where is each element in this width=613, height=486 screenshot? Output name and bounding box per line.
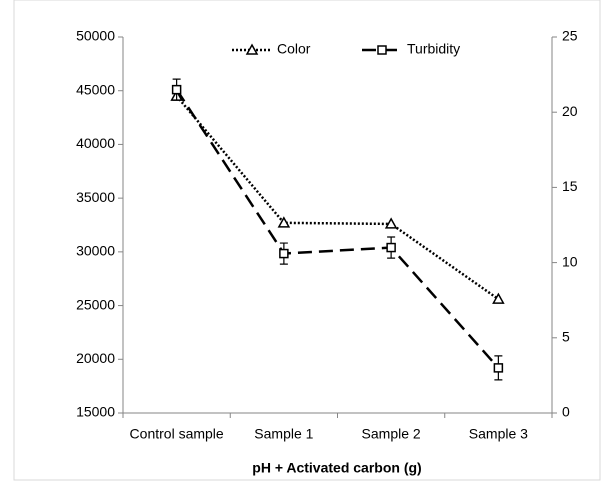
legend-label: Color	[277, 41, 311, 57]
x-axis-label: pH + Activated carbon (g)	[252, 460, 421, 476]
data-point	[492, 292, 505, 304]
y-tick-label: 15000	[76, 404, 115, 420]
y2-tick-label: 20	[562, 103, 578, 119]
y-tick-label: 35000	[76, 189, 115, 205]
x-tick-label: Sample 3	[469, 426, 528, 442]
y2-tick-label: 25	[562, 28, 578, 44]
data-point	[279, 248, 289, 259]
x-tick-label: Sample 1	[254, 426, 313, 442]
legend-marker	[377, 45, 387, 55]
y-tick-label: 25000	[76, 296, 115, 312]
y2-tick-label: 0	[562, 404, 570, 420]
y2-tick-label: 15	[562, 178, 578, 194]
y-tick-label: 45000	[76, 81, 115, 97]
data-point	[493, 363, 504, 373]
data-point	[277, 216, 291, 228]
y2-tick-label: 10	[562, 253, 578, 269]
data-point	[384, 217, 398, 229]
y2-tick-label: 5	[562, 329, 570, 345]
y-tick-label: 40000	[76, 135, 115, 151]
x-tick-label: Sample 2	[362, 426, 421, 442]
series-line	[175, 88, 500, 369]
x-tick-label: Control sample	[130, 426, 224, 442]
legend-marker	[245, 43, 259, 55]
y-tick-label: 50000	[76, 28, 115, 44]
data-point	[386, 242, 396, 253]
data-point	[171, 84, 182, 95]
y-tick-label: 30000	[76, 243, 115, 259]
series-line	[175, 95, 500, 301]
y-tick-label: 20000	[76, 350, 115, 366]
chart-border	[13, 0, 601, 481]
legend-label: Turbidity	[407, 41, 460, 57]
